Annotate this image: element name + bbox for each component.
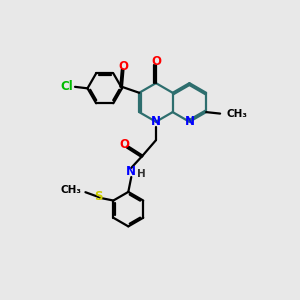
Text: O: O: [120, 138, 130, 151]
Text: S: S: [94, 190, 103, 203]
Text: CH₃: CH₃: [226, 109, 247, 118]
Text: O: O: [118, 59, 128, 73]
Text: N: N: [126, 166, 136, 178]
Text: O: O: [151, 55, 161, 68]
Text: CH₃: CH₃: [61, 185, 82, 195]
Text: N: N: [184, 115, 194, 128]
Text: Cl: Cl: [61, 80, 74, 93]
Text: N: N: [151, 115, 161, 128]
Text: H: H: [137, 169, 146, 179]
